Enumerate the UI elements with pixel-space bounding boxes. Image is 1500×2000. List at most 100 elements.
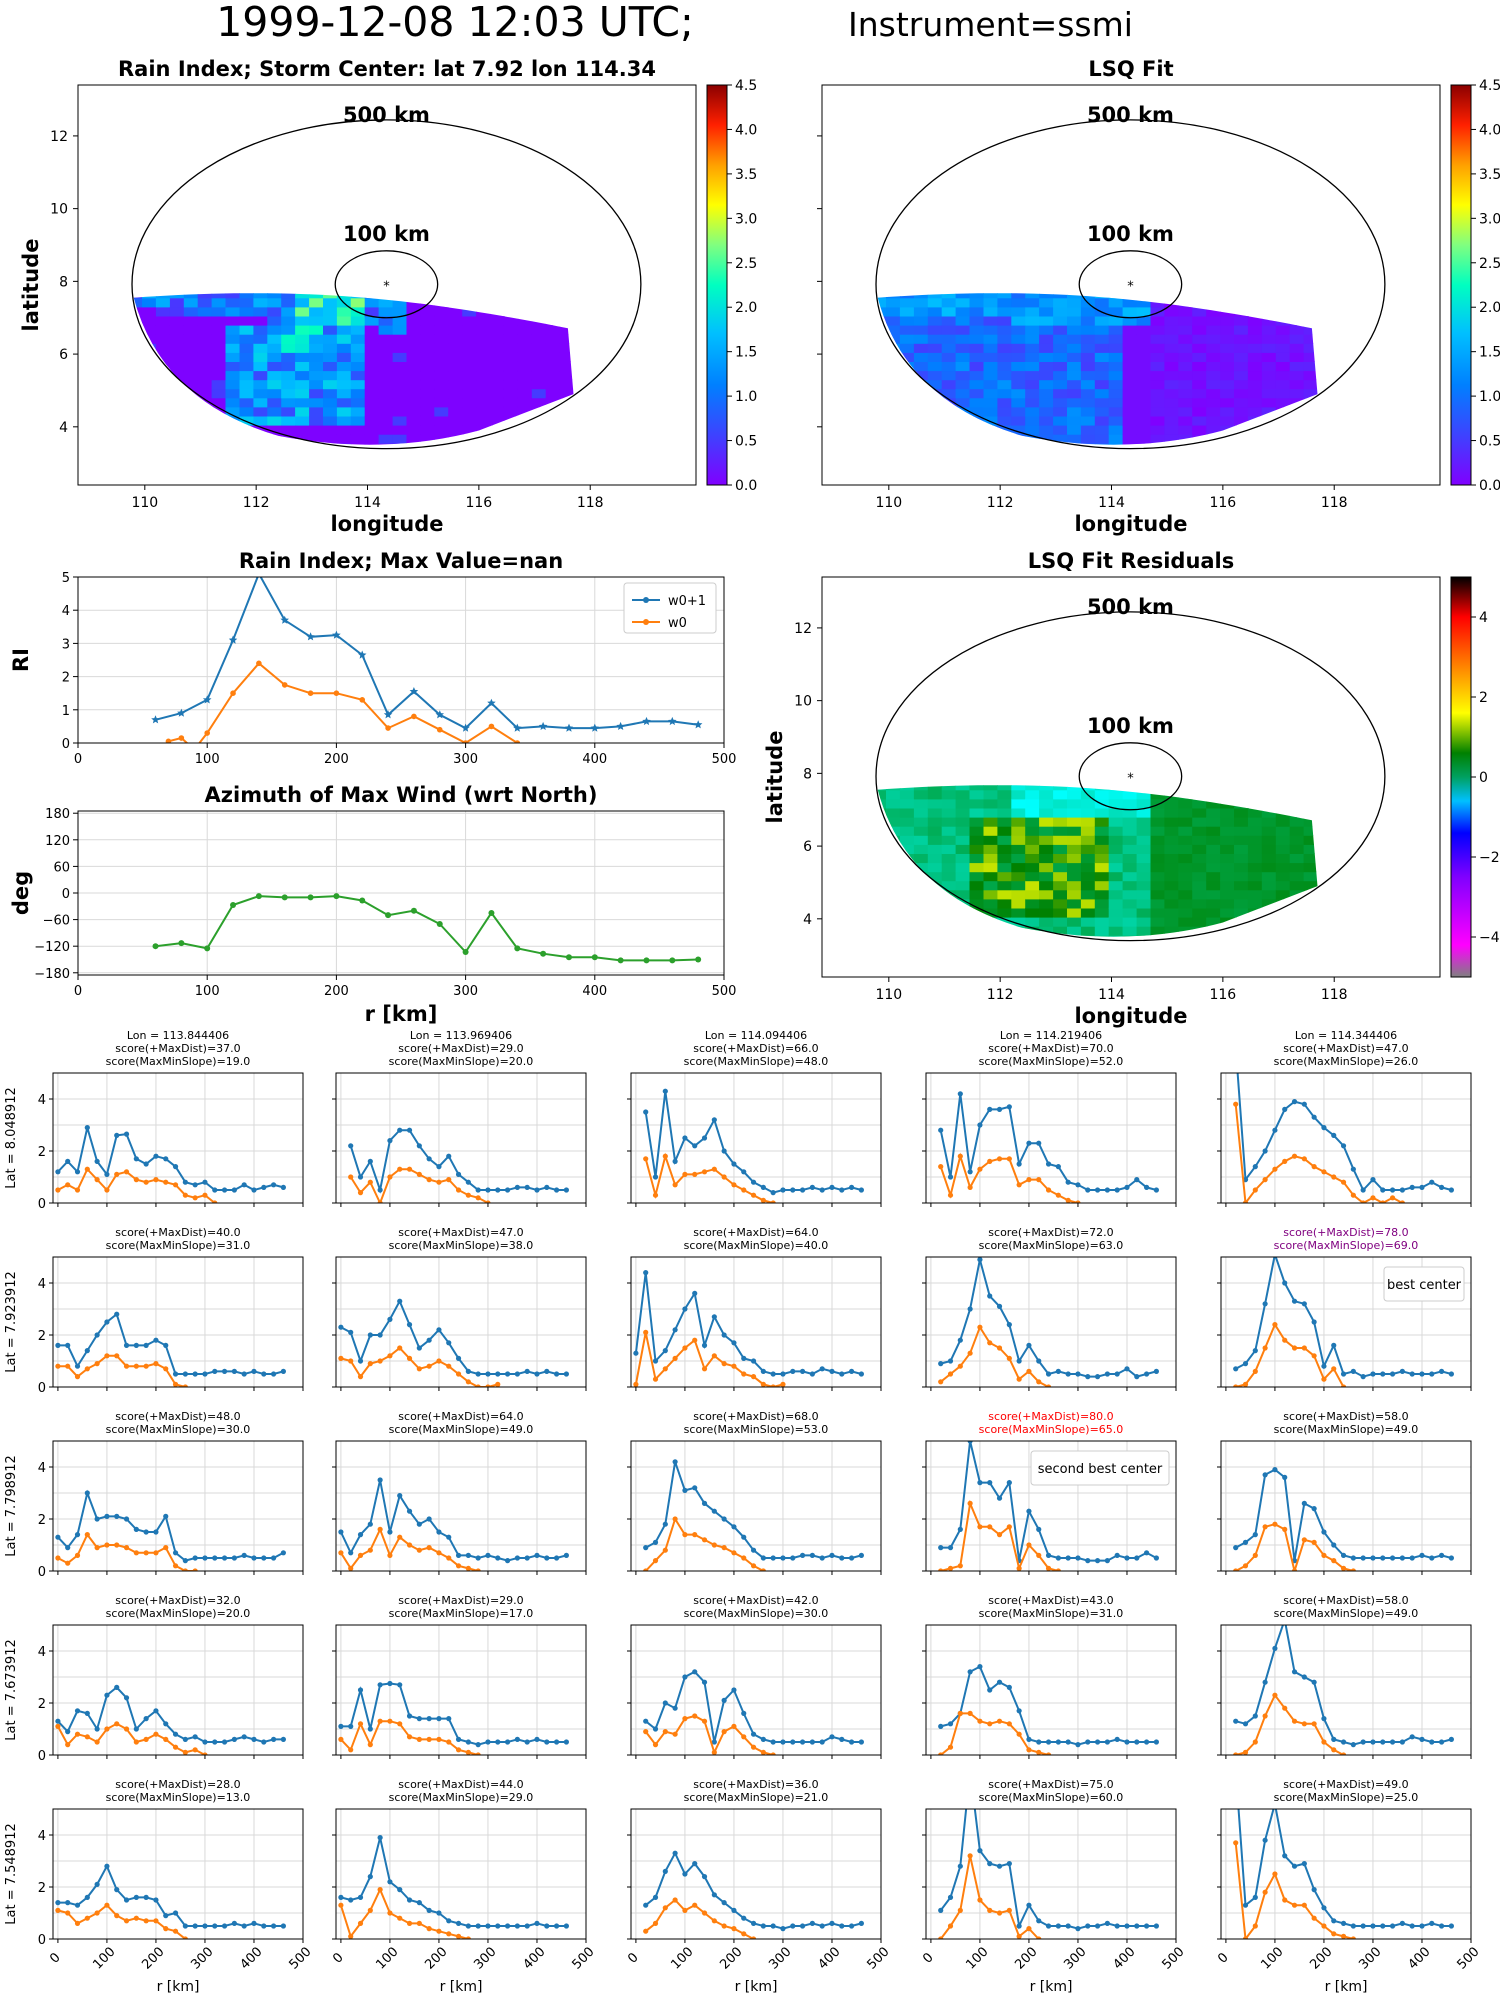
series-point xyxy=(1380,1555,1386,1561)
swath-cell xyxy=(309,406,324,417)
swath-cell xyxy=(1108,388,1124,399)
swath-cell xyxy=(434,297,449,308)
swath-cell xyxy=(1318,371,1333,381)
swath-cell xyxy=(997,406,1012,417)
panel-score-maxminslope: score(MaxMinSlope)=48.0 xyxy=(684,1055,829,1068)
series-point xyxy=(255,893,262,900)
swath-cell xyxy=(1025,293,1040,299)
series-point xyxy=(1036,1140,1042,1146)
series-point xyxy=(1272,1127,1278,1133)
swath-cell xyxy=(983,434,998,444)
series-point xyxy=(230,901,237,908)
swath-cell xyxy=(225,334,240,344)
swath-cell xyxy=(997,862,1012,873)
swath-cell xyxy=(133,379,143,390)
series-point xyxy=(406,1734,413,1740)
swath-cell xyxy=(927,334,943,344)
series-point xyxy=(426,1363,432,1369)
series-point xyxy=(143,1736,149,1742)
swath-cell xyxy=(295,406,310,417)
swath-cell xyxy=(1164,798,1179,809)
swath-cell xyxy=(574,325,589,335)
series-point xyxy=(377,1200,383,1203)
swath-cell xyxy=(336,379,352,390)
swath-cell xyxy=(1178,315,1193,326)
swath-cell xyxy=(1234,443,1249,445)
swath-cell xyxy=(1275,862,1291,873)
swath-cell xyxy=(133,352,143,362)
panel-score-maxminslope: score(MaxMinSlope)=49.0 xyxy=(1274,1607,1419,1620)
series-point xyxy=(114,1513,120,1519)
swath-cell xyxy=(927,826,943,836)
swath-cell xyxy=(1108,315,1124,326)
swath-cell xyxy=(1108,807,1124,818)
swath-cell xyxy=(434,334,449,344)
swath-cell xyxy=(1108,817,1124,827)
y-tick-label: 0 xyxy=(38,1381,46,1396)
swath-cell xyxy=(886,817,901,827)
swath-cell xyxy=(267,315,282,326)
series-point xyxy=(446,1340,452,1346)
series-point xyxy=(84,1366,90,1372)
panel-lon-label: Lon = 114.219406 xyxy=(1000,1029,1102,1042)
x-tick-label: 110 xyxy=(875,495,902,511)
swath-cell xyxy=(545,434,561,444)
series-point xyxy=(504,1558,511,1564)
series-point xyxy=(377,1477,383,1483)
swath-cell xyxy=(1247,406,1263,417)
series-point xyxy=(357,1687,364,1693)
swath-cell xyxy=(476,425,491,435)
panel-score-maxdist: score(+MaxDist)=28.0 xyxy=(115,1778,240,1791)
swath-cell xyxy=(1289,871,1305,882)
swath-cell xyxy=(267,293,282,299)
series-point xyxy=(475,1742,481,1748)
swath-cell xyxy=(1164,871,1179,882)
swath-cell xyxy=(1304,280,1319,290)
swath-cell xyxy=(955,826,971,836)
colorbar-tick-label: 0.5 xyxy=(735,434,757,450)
swath-cell xyxy=(1150,880,1165,891)
series-point xyxy=(731,1723,737,1729)
swath-cell xyxy=(253,297,268,308)
series-point xyxy=(938,1361,944,1367)
swath-cell xyxy=(1164,785,1179,791)
series-point xyxy=(1252,1164,1258,1170)
swath-cell xyxy=(183,415,199,426)
x-tick-label: 400 xyxy=(1405,1944,1433,1972)
swath-cell xyxy=(448,397,463,408)
series-point xyxy=(172,1550,179,1556)
series-point xyxy=(1448,1736,1454,1742)
swath-cell xyxy=(1039,772,1054,782)
swath-cell xyxy=(1318,826,1333,836)
swath-cell xyxy=(1303,443,1318,445)
swath-cell xyxy=(1067,306,1082,317)
swath-cell xyxy=(545,306,561,317)
swath-cell xyxy=(1053,325,1068,335)
swath-cell xyxy=(997,817,1012,827)
series-point xyxy=(1399,1739,1405,1745)
swath-cell xyxy=(545,352,561,362)
swath-cell xyxy=(1067,293,1082,299)
series-point xyxy=(1026,1736,1032,1742)
swath-cell xyxy=(225,352,240,362)
series-point xyxy=(74,1169,81,1175)
x-tick-label: 118 xyxy=(1321,987,1348,1003)
series-point xyxy=(436,1179,442,1185)
series-point xyxy=(839,1736,845,1742)
swath-cell xyxy=(913,397,929,408)
swath-cell xyxy=(1275,361,1291,372)
series-point xyxy=(455,1552,462,1558)
swath-cell xyxy=(1275,352,1291,362)
series-point xyxy=(1233,1568,1239,1571)
series-point xyxy=(94,1158,100,1164)
swath-cell xyxy=(886,388,901,399)
series-point xyxy=(94,1361,100,1367)
swath-cell xyxy=(1025,361,1040,372)
series-point xyxy=(721,1361,727,1367)
swath-cell xyxy=(1220,434,1235,444)
series-point xyxy=(163,1721,169,1727)
swath-cell xyxy=(183,406,199,417)
series-line xyxy=(57,1167,216,1203)
series-point xyxy=(221,1187,228,1193)
swath-cell xyxy=(1122,297,1138,308)
